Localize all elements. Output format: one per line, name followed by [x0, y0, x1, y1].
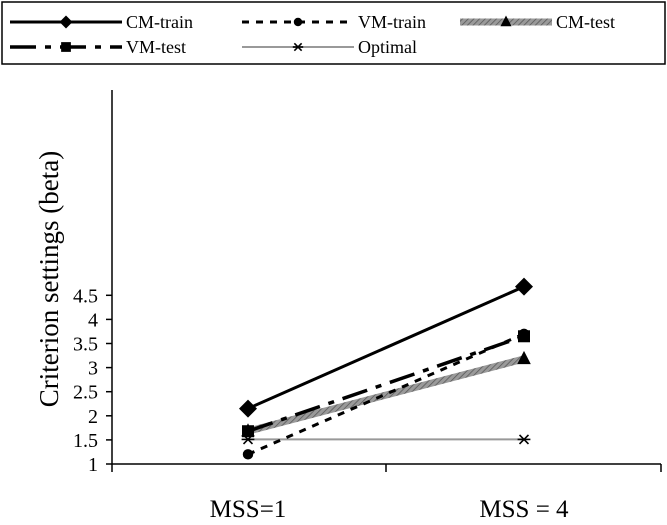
y-tick-label: 1.5: [73, 430, 98, 452]
legend-label: CM-train: [126, 12, 193, 32]
data-point: [517, 350, 531, 365]
y-tick-label: 3: [88, 358, 98, 380]
axes: 11.522.533.5 44.5 MSS=1 MSS = 4 Criterion …: [34, 90, 662, 523]
data-point: [292, 42, 304, 52]
legend-label: Optimal: [358, 37, 417, 57]
data-point: [293, 17, 303, 27]
series-optimal: [241, 434, 531, 445]
y-tick-label: 2.5: [73, 382, 98, 404]
series-vm-test: [242, 330, 530, 438]
legend-label: CM-test: [556, 12, 615, 32]
legend-item-cm-train: CM-train: [10, 12, 193, 32]
series-cm-train: [239, 277, 533, 418]
x-category-label: MSS=1: [210, 496, 287, 523]
data-point: [518, 330, 530, 343]
legend-frame: [1, 1, 666, 65]
data-point: [242, 449, 254, 460]
y-tick-label: 1: [88, 454, 98, 476]
y-axis-title: Criterion settings (beta): [34, 151, 64, 407]
legend: CM-train VM-train CM-test VM-test Optimal: [1, 1, 666, 65]
data-point: [515, 277, 533, 296]
legend-item-optimal: Optimal: [242, 37, 417, 57]
y-tick-label: 4: [88, 309, 98, 331]
y-tick-label: 3.5: [73, 334, 98, 356]
legend-label: VM-train: [358, 12, 426, 32]
y-tick-label: 2: [88, 406, 98, 428]
data-point: [500, 15, 512, 27]
data-point: [517, 434, 531, 445]
series-layer: [239, 277, 533, 460]
data-point: [59, 15, 73, 29]
y-tick-label: 4.5: [73, 285, 98, 307]
data-point: [239, 399, 257, 418]
data-point: [61, 42, 71, 52]
series-line: [247, 285, 525, 410]
legend-item-cm-test: CM-test: [460, 12, 615, 32]
x-category-label: MSS = 4: [479, 496, 569, 523]
legend-label: VM-test: [126, 37, 186, 57]
data-point: [242, 425, 254, 438]
legend-item-vm-test: VM-test: [10, 37, 186, 57]
legend-item-vm-train: VM-train: [242, 12, 426, 32]
series-line: [247, 355, 525, 435]
